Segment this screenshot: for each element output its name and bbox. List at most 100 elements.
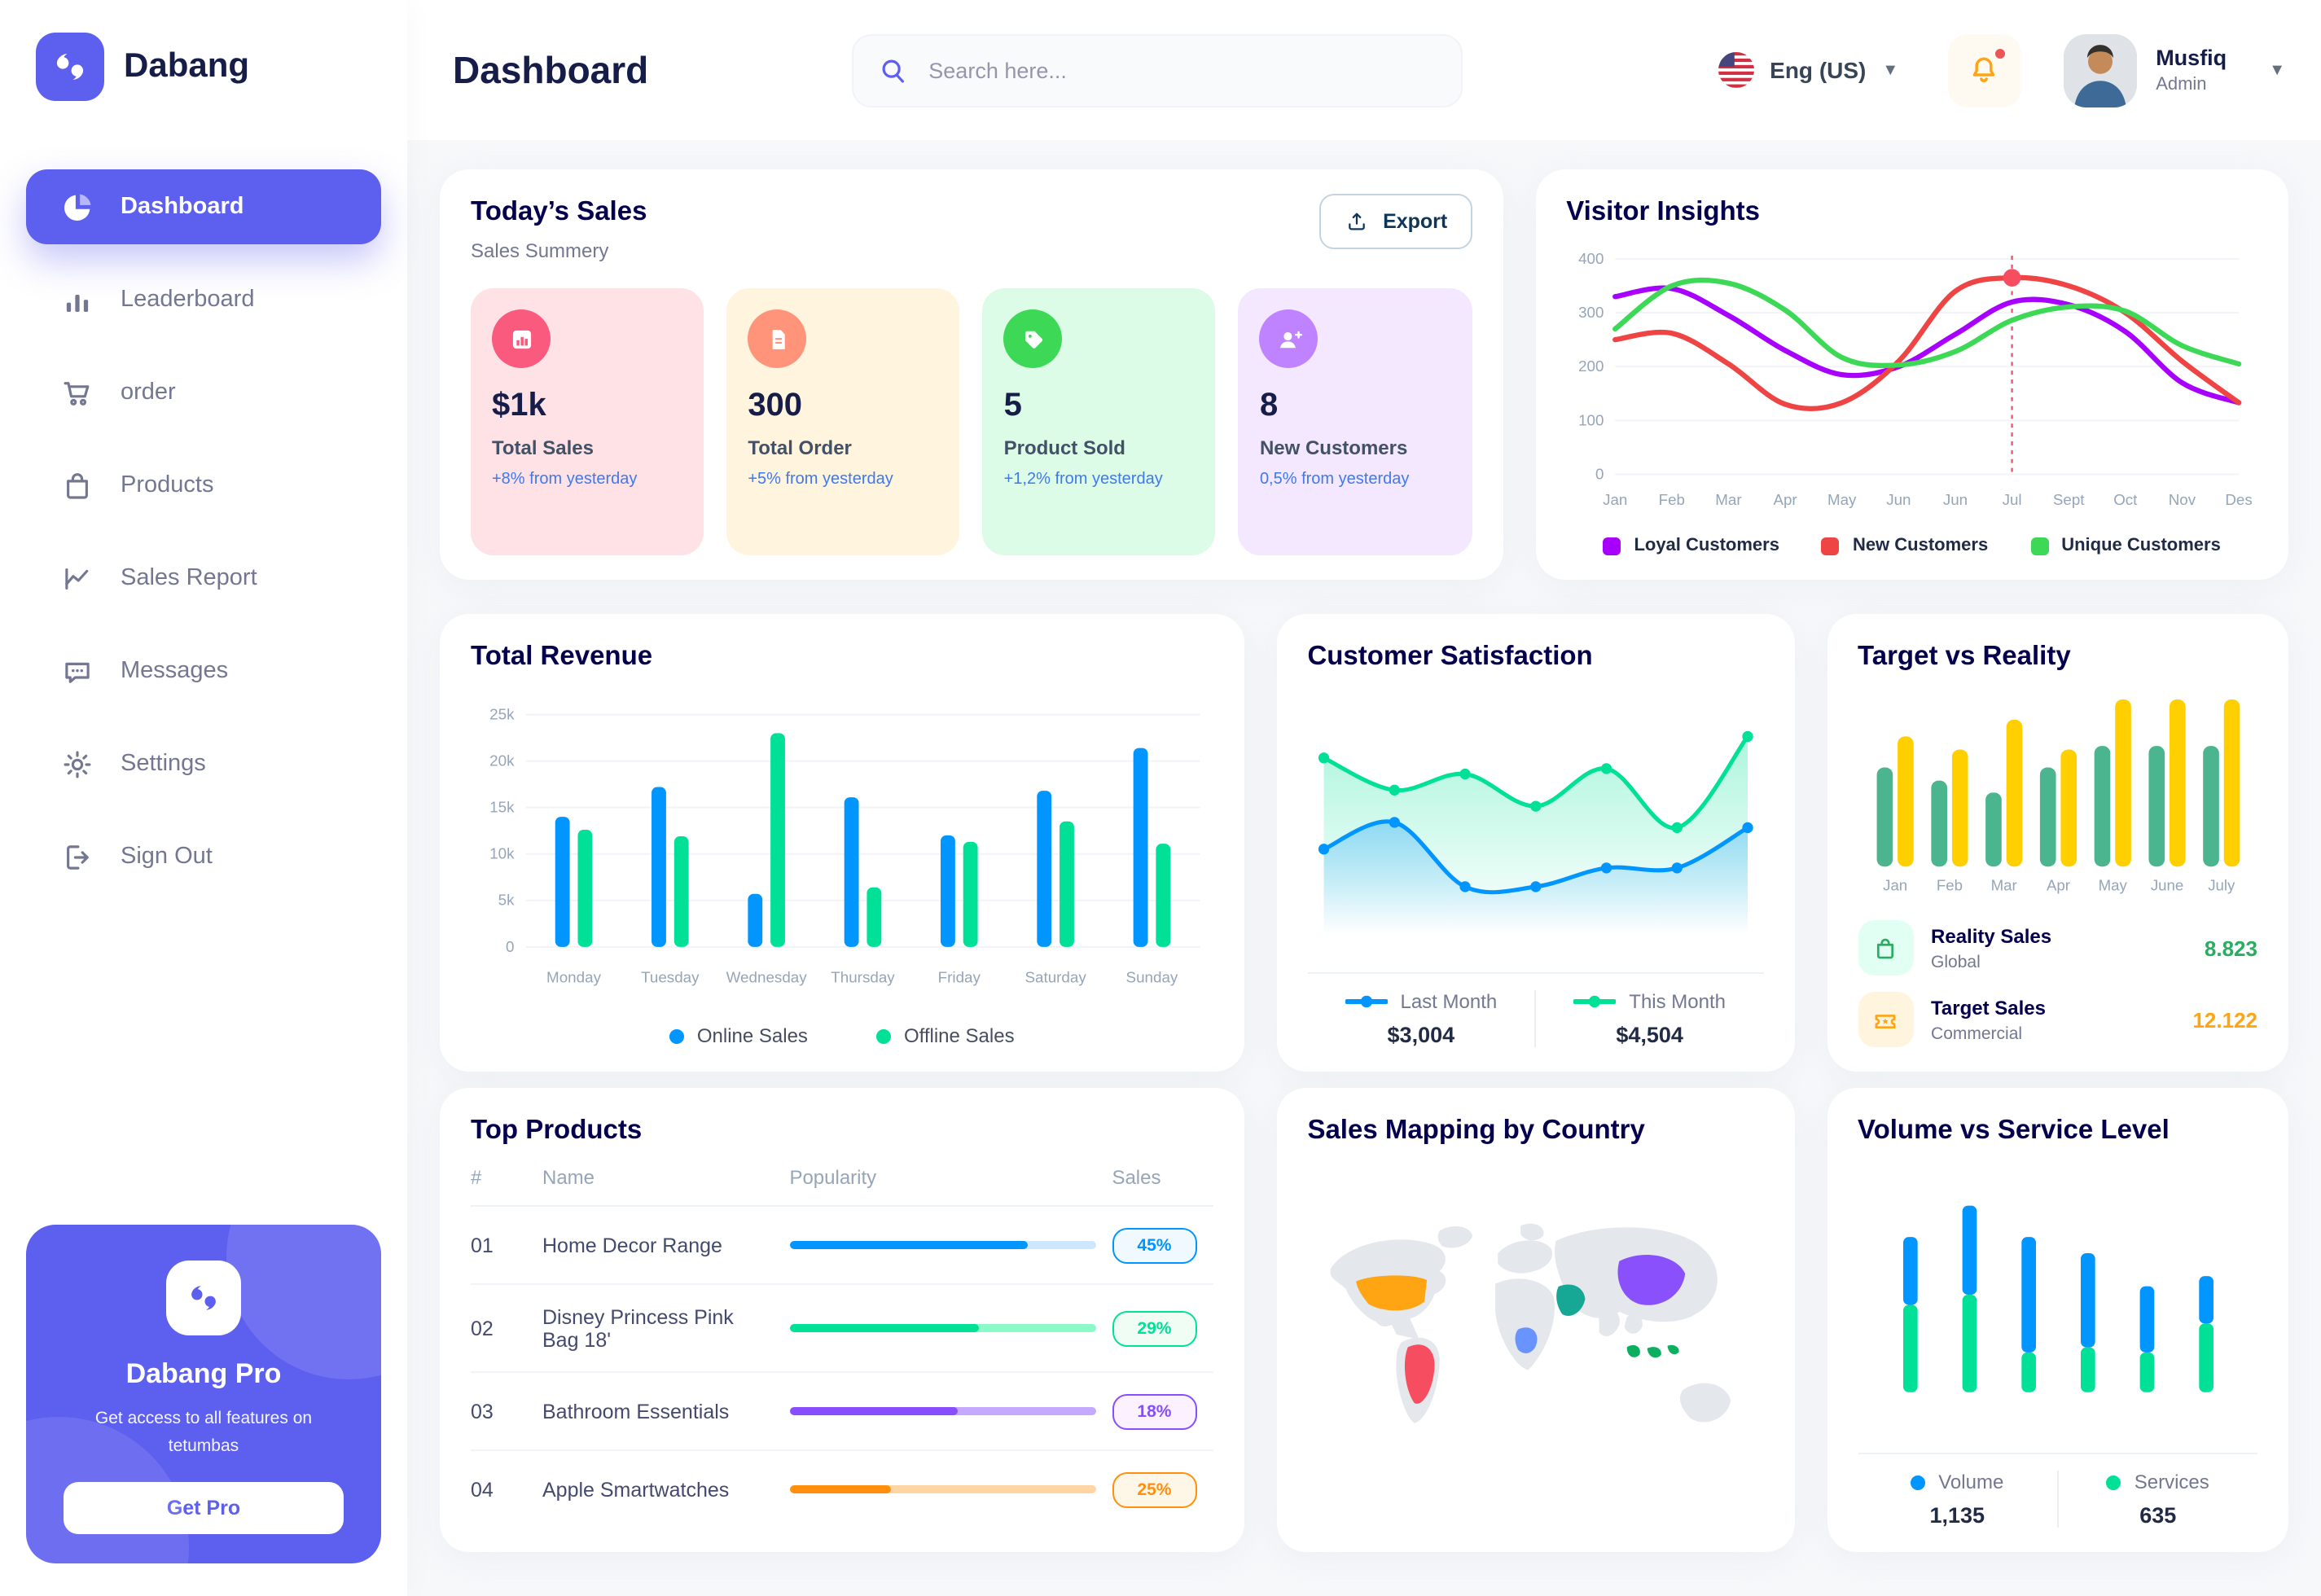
sales-mapping-title: Sales Mapping by Country [1307, 1116, 1645, 1145]
product-rank: 02 [471, 1317, 494, 1340]
svg-text:300: 300 [1577, 303, 1603, 320]
world-map [1329, 1223, 1731, 1423]
product-name: Bathroom Essentials [542, 1400, 730, 1423]
customer-satisfaction-card: Customer Satisfaction Last Month $3,004 [1276, 614, 1795, 1072]
sidebar-item-messages[interactable]: Messages [26, 634, 381, 708]
search-input[interactable] [925, 56, 1437, 84]
legend-line-dot [1345, 995, 1388, 1008]
svg-text:Mar: Mar [1715, 490, 1741, 507]
sales-badge: 18% [1112, 1393, 1197, 1429]
search-bar[interactable] [852, 33, 1463, 107]
stat-value: 5 [1003, 388, 1022, 423]
sales-badge: 45% [1112, 1227, 1197, 1263]
sidebar-item-sales-report[interactable]: Sales Report [26, 541, 381, 616]
reality-sales-label: Reality Sales [1931, 924, 2052, 947]
brand-name: Dabang [124, 47, 250, 85]
legend-this-month: This Month $4,504 [1534, 990, 1763, 1047]
bag-icon [59, 467, 94, 503]
sidebar-item-label: Products [121, 472, 214, 498]
target-sales-sublabel: Commercial [1931, 1024, 2023, 1043]
dashboard-pie-icon [59, 189, 94, 225]
todays-sales-title: Today’s Sales [471, 197, 647, 226]
legend-swatch [2030, 537, 2049, 555]
todays-sales-subtitle: Sales Summery [471, 239, 609, 262]
total-revenue-title: Total Revenue [471, 642, 653, 671]
svg-text:Jan: Jan [1602, 490, 1626, 507]
brand-logo-icon [36, 33, 104, 101]
sidebar-item-leaderboard[interactable]: Leaderboard [26, 262, 381, 337]
svg-text:Nov: Nov [2168, 490, 2196, 507]
svg-text:Tuesday: Tuesday [641, 968, 700, 985]
sidebar-item-settings[interactable]: Settings [26, 726, 381, 801]
export-icon [1349, 213, 1365, 230]
svg-text:Apr: Apr [1773, 490, 1797, 507]
continent-africa [1494, 1278, 1555, 1370]
search-icon [878, 55, 909, 86]
legend-item: New Customers [1821, 536, 1988, 555]
table-row: 04 Apple Smartwatches 25% [471, 1451, 1213, 1528]
svg-text:Jan: Jan [1882, 877, 1906, 894]
legend-item: Loyal Customers [1603, 536, 1779, 555]
popularity-bar [789, 1324, 1096, 1332]
notification-dot [1993, 46, 2007, 59]
avatar [2063, 33, 2137, 107]
stat-label: Total Sales [492, 436, 594, 459]
target-vs-reality-title: Target vs Reality [1858, 642, 2071, 671]
svg-text:May: May [1827, 490, 1856, 507]
stat-card-product-sold: 5 Product Sold +1,2% from yesterday [982, 288, 1216, 555]
leaderboard-icon [59, 282, 94, 318]
product-rank: 01 [471, 1234, 494, 1256]
dabang-pro-title: Dabang Pro [125, 1358, 282, 1390]
cart-icon [59, 375, 94, 410]
sidebar-item-label: Settings [121, 751, 206, 777]
stat-delta: +5% from yesterday [748, 471, 893, 489]
profile-menu[interactable]: Musfiq Admin ▼ [2063, 33, 2285, 107]
stat-delta: +8% from yesterday [492, 471, 638, 489]
legend-dot [669, 1028, 684, 1043]
notifications-button[interactable] [1947, 33, 2021, 107]
stat-value: 8 [1259, 388, 1279, 423]
stat-card-new-customers: 8 New Customers 0,5% from yesterday [1238, 288, 1472, 555]
sidebar-item-products[interactable]: Products [26, 448, 381, 523]
language-selector[interactable]: Eng (US) ▼ [1718, 52, 1898, 88]
product-name: Home Decor Range [542, 1234, 722, 1256]
legend-item: Offline Sales [875, 1024, 1015, 1047]
popularity-bar [789, 1241, 1096, 1249]
chat-icon [59, 653, 94, 689]
get-pro-button[interactable]: Get Pro [64, 1482, 344, 1534]
sidebar-item-label: Messages [121, 658, 229, 684]
southeast-asia [1624, 1314, 1643, 1334]
top-products-title: Top Products [471, 1116, 643, 1145]
stat-delta: +1,2% from yesterday [1003, 471, 1163, 489]
popularity-bar [789, 1485, 1096, 1493]
svg-text:Oct: Oct [2113, 490, 2137, 507]
this-month-total: $4,504 [1616, 1023, 1683, 1047]
language-label: Eng (US) [1770, 57, 1867, 83]
popularity-bar [789, 1407, 1096, 1415]
sidebar-item-order[interactable]: order [26, 355, 381, 430]
legend-volume: Volume 1,135 [1858, 1471, 2057, 1528]
user-name: Musfiq [2156, 46, 2227, 70]
sidebar: Dabang Dashboard Leaderboard order [0, 0, 407, 1596]
visitor-insights-chart: 0 100 200 300 400 Jan Feb Mar Apr May Jun Jun Jul Sep… [1577, 249, 2252, 507]
sidebar-item-sign-out[interactable]: Sign Out [26, 819, 381, 894]
svg-text:10k: 10k [489, 845, 515, 862]
svg-text:200: 200 [1577, 357, 1603, 374]
total-revenue-chart: 0 5k 10k 15k 20k 25k Monday Tuesday Wednesday Thu… [489, 705, 1200, 985]
sidebar-item-dashboard[interactable]: Dashboard [26, 169, 381, 244]
services-total: 635 [2139, 1503, 2177, 1528]
svg-text:Feb: Feb [1936, 877, 1962, 894]
country-china [1617, 1255, 1685, 1305]
svg-text:Des: Des [2225, 490, 2252, 507]
line-chart-icon [59, 560, 94, 596]
sidebar-item-label: Dashboard [121, 194, 244, 220]
top-header: Dashboard Eng (US) ▼ [407, 0, 2321, 140]
export-button[interactable]: Export [1319, 194, 1472, 249]
svg-text:July: July [2207, 877, 2235, 894]
table-row: 03 Bathroom Essentials 18% [471, 1373, 1213, 1451]
sidebar-item-label: Sales Report [121, 565, 257, 591]
volume-vs-service-title: Volume vs Service Level [1858, 1116, 2170, 1145]
india [1598, 1309, 1620, 1337]
stat-label: New Customers [1259, 436, 1408, 459]
central-america [1388, 1317, 1419, 1340]
